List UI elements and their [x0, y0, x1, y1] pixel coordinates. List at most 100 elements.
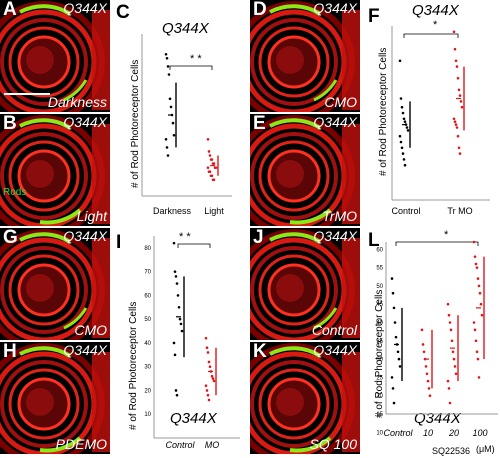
y-tick-label: 70: [144, 270, 151, 276]
retina-layer: [0, 360, 88, 448]
stain-label: Rods: [3, 187, 27, 198]
chart-title: Q344X: [170, 410, 217, 427]
data-point: [457, 146, 461, 150]
retina-layer: [250, 360, 338, 448]
data-point: [174, 389, 178, 392]
panel-label: I: [116, 232, 122, 253]
rod-signal: [289, 208, 332, 225]
data-point: [427, 387, 431, 390]
y-tick-label: 30: [376, 357, 383, 363]
data-point: [428, 394, 432, 398]
data-point: [177, 305, 181, 309]
data-point: [476, 357, 480, 361]
scale-bar: [4, 93, 50, 95]
chart-plot: Darkness Light: [141, 34, 232, 216]
significance-bracket: [395, 241, 479, 246]
data-point: [479, 302, 483, 306]
data-point: [208, 365, 212, 369]
y-tick-label: 80: [144, 246, 151, 252]
retina-image: [0, 1, 110, 112]
data-point: [210, 158, 214, 161]
genotype-label: Q344X: [313, 342, 357, 358]
panel-label: H: [3, 342, 17, 362]
data-point: [212, 379, 216, 383]
data-point: [457, 88, 461, 92]
rod-signal: [269, 346, 322, 358]
data-point: [458, 94, 462, 97]
data-point: [175, 393, 179, 397]
data-point: [204, 336, 208, 340]
data-point: [392, 401, 396, 405]
data-point: [421, 343, 425, 346]
rod-signal: [19, 118, 72, 130]
retina-image: [0, 343, 110, 454]
category-label: MO: [205, 440, 220, 450]
data-point: [477, 376, 481, 379]
data-point: [477, 284, 481, 288]
category-label: Control: [391, 206, 420, 216]
retina-layer: [258, 368, 330, 440]
panel-label: B: [3, 114, 17, 134]
data-point: [172, 241, 176, 245]
data-point: [166, 65, 170, 68]
data-point: [454, 123, 458, 126]
lens-core: [26, 274, 54, 302]
y-tick-label: 40: [144, 341, 151, 347]
panel-A: A Q344X Darkness: [0, 0, 110, 112]
data-point: [456, 76, 460, 80]
y-tick-label: 50: [376, 284, 383, 290]
y-tick-label: 40: [376, 321, 383, 327]
data-point: [459, 100, 463, 103]
genotype-label: Q344X: [313, 228, 357, 244]
x-axis-unit: (μM): [476, 444, 495, 454]
data-point: [401, 152, 405, 155]
data-point: [455, 126, 459, 129]
category-label: 10: [423, 428, 433, 438]
data-point: [165, 146, 169, 149]
rod-signal: [19, 346, 72, 358]
category-label: Control: [165, 440, 195, 450]
data-point: [402, 117, 406, 121]
significance-bracket: [169, 65, 213, 70]
significance-bracket: [403, 33, 459, 38]
y-tick-label: 25: [376, 375, 383, 381]
data-point: [455, 65, 459, 68]
data-point: [165, 57, 169, 60]
panel-label: A: [3, 0, 17, 20]
panel-label: L: [368, 230, 380, 251]
category-label: 20: [448, 428, 459, 438]
data-point: [406, 129, 410, 132]
retina-layer: [0, 246, 88, 334]
panel-K: K Q344X SQ 100: [250, 342, 360, 454]
y-tick-label: 60: [144, 293, 151, 299]
data-point: [403, 120, 407, 123]
rod-signal: [269, 4, 322, 16]
data-point: [176, 294, 180, 297]
data-point: [398, 134, 402, 138]
genotype-label: Q344X: [63, 114, 107, 130]
rod-signal: [269, 118, 322, 130]
genotype-label: Q344X: [313, 114, 357, 130]
data-point: [447, 313, 451, 317]
data-point: [171, 121, 175, 125]
data-point: [174, 275, 178, 278]
data-point: [452, 30, 456, 34]
category-label: Control: [383, 428, 413, 438]
x-axis-title: SQ22536: [432, 446, 471, 456]
data-point: [208, 170, 212, 173]
data-point: [207, 398, 211, 402]
lens-core: [276, 160, 304, 188]
data-point: [168, 97, 172, 101]
data-point: [212, 162, 216, 165]
data-point: [452, 357, 456, 361]
chart-plot: Control Tr MO: [391, 26, 490, 216]
data-point: [426, 379, 430, 383]
panel-label: F: [368, 6, 380, 27]
genotype-label: Q344X: [63, 342, 107, 358]
data-point: [164, 52, 168, 56]
data-point: [425, 372, 429, 376]
y-tick-label: 45: [376, 302, 383, 308]
retina-image: [250, 115, 360, 226]
chart-L: L # of Rod Photoreceptor Cells * Q344X S…: [362, 228, 500, 456]
tissue-edge: [92, 352, 110, 452]
